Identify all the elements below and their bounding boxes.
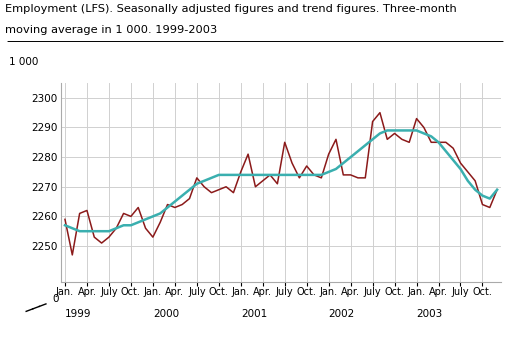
Text: 1 000: 1 000 [9,57,38,67]
Text: 2000: 2000 [153,309,179,319]
Text: Employment (LFS). Seasonally adjusted figures and trend figures. Three-month: Employment (LFS). Seasonally adjusted fi… [5,4,457,14]
Text: 0: 0 [52,294,59,304]
Text: 1999: 1999 [65,309,91,319]
Text: 2001: 2001 [241,309,267,319]
Text: moving average in 1 000. 1999-2003: moving average in 1 000. 1999-2003 [5,25,217,35]
Text: 2002: 2002 [329,309,355,319]
Text: 2003: 2003 [416,309,443,319]
